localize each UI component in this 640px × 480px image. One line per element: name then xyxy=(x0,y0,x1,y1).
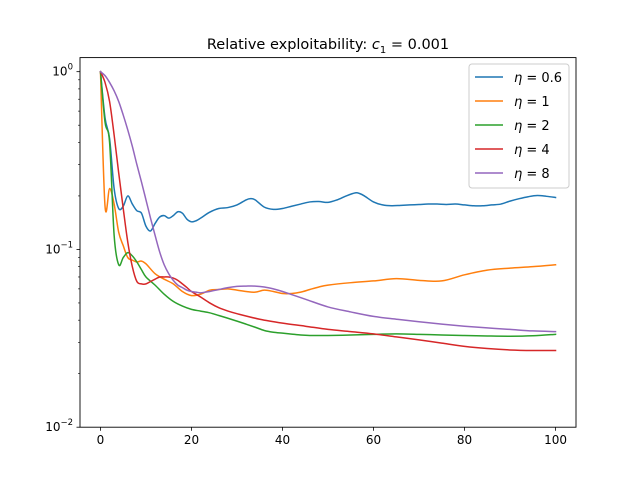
y-axis: 10−2 10−1 100 xyxy=(45,63,80,434)
legend-label: η = 0.6 xyxy=(514,71,562,86)
y-tick-label: 10−1 xyxy=(45,240,73,256)
legend-label: η = 1 xyxy=(514,95,550,110)
legend-label: η = 4 xyxy=(514,143,550,158)
legend: η = 0.6 η = 1 η = 2 η = 4 η = 8 xyxy=(468,63,570,189)
x-tick-label: 40 xyxy=(275,433,290,447)
x-tick-label: 100 xyxy=(544,433,567,447)
series-line-4 xyxy=(99,70,557,352)
legend-label: η = 2 xyxy=(514,119,550,134)
series-line-2 xyxy=(99,70,557,297)
y-tick-label: 100 xyxy=(52,63,73,79)
x-tick-label: 0 xyxy=(97,433,105,447)
series-layer xyxy=(99,70,557,352)
chart-title: Relative exploitability: c1 = 0.001 xyxy=(207,37,449,56)
legend-label: η = 8 xyxy=(514,167,550,182)
series-line-5 xyxy=(99,70,557,333)
x-tick-label: 80 xyxy=(457,433,472,447)
x-tick-label: 20 xyxy=(184,433,199,447)
series-line-1 xyxy=(99,70,557,232)
legend-frame xyxy=(468,63,570,189)
plot-frame xyxy=(79,57,577,428)
y-tick-label: 10−2 xyxy=(45,418,73,434)
x-tick-label: 60 xyxy=(366,433,381,447)
x-axis: 0 20 40 60 80 100 xyxy=(97,427,567,447)
